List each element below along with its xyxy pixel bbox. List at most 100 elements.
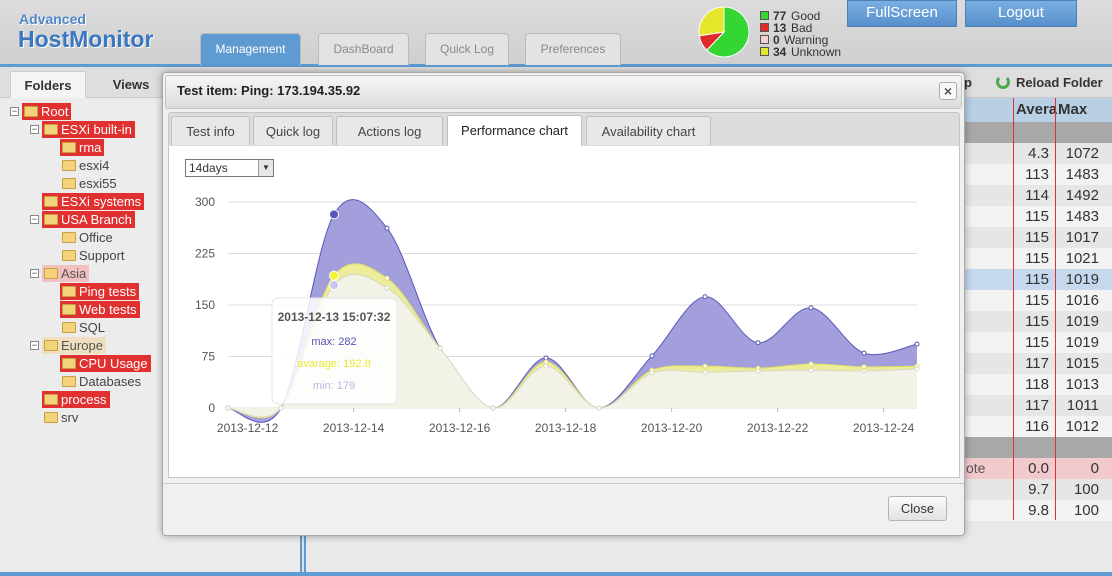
sidebar-tab[interactable]: Folders bbox=[10, 71, 86, 98]
brand-small: Advanced bbox=[19, 11, 86, 27]
column-rule bbox=[1055, 98, 1056, 520]
folder-icon bbox=[44, 412, 58, 423]
header-tab[interactable]: Preferences bbox=[525, 33, 621, 65]
dialog-tab[interactable]: Quick log bbox=[253, 116, 333, 145]
header-button[interactable]: FullScreen bbox=[847, 0, 957, 27]
table-cell: 1492 bbox=[1065, 187, 1099, 204]
table-cell: 116 bbox=[1025, 418, 1049, 435]
tree-node[interactable]: esxi55 bbox=[79, 176, 117, 191]
tree-node[interactable]: Support bbox=[79, 248, 125, 263]
legend-count: 34 bbox=[773, 45, 787, 59]
pie-slice bbox=[698, 6, 725, 37]
header-tab[interactable]: Quick Log bbox=[425, 33, 509, 65]
dialog-tab[interactable]: Performance chart bbox=[447, 115, 582, 147]
tree-node[interactable]: esxi4 bbox=[79, 158, 110, 173]
tree-node[interactable]: USA Branch bbox=[42, 211, 135, 228]
folder-icon bbox=[62, 142, 76, 153]
table-cell: 115 bbox=[1025, 292, 1049, 309]
folder-icon bbox=[24, 106, 38, 117]
tree-node[interactable]: Ping tests bbox=[60, 283, 140, 300]
table-cell: 117 bbox=[1025, 397, 1049, 414]
tree-node[interactable]: Web tests bbox=[60, 301, 140, 318]
dialog-tab[interactable]: Availability chart bbox=[586, 116, 711, 145]
table-cell: 1016 bbox=[1065, 292, 1099, 309]
legend-count: 0 bbox=[773, 33, 780, 47]
legend-label: Bad bbox=[791, 21, 813, 35]
header-button[interactable]: Logout bbox=[965, 0, 1077, 27]
sidebar-tab[interactable]: Views bbox=[112, 77, 150, 92]
table-cell: 115 bbox=[1025, 334, 1049, 351]
header-tab[interactable]: Management bbox=[200, 33, 301, 65]
table-cell: 113 bbox=[1025, 166, 1049, 183]
folder-icon bbox=[44, 394, 58, 405]
folder-icon bbox=[62, 376, 76, 387]
legend-swatch bbox=[760, 35, 769, 44]
period-select[interactable]: 14days ▼ bbox=[185, 159, 274, 177]
table-cell: 4.3 bbox=[1028, 145, 1049, 162]
table-cell: 1019 bbox=[1065, 313, 1099, 330]
folder-icon bbox=[62, 304, 76, 315]
tree-node[interactable]: CPU Usage bbox=[60, 355, 151, 372]
dialog-divider bbox=[163, 483, 964, 484]
tree-node[interactable]: Databases bbox=[79, 374, 142, 389]
tree-toggle[interactable]: − bbox=[10, 106, 19, 116]
dialog-tab[interactable]: Actions log bbox=[336, 116, 443, 145]
folder-icon bbox=[44, 214, 58, 225]
table-cell: 9.8 bbox=[1028, 502, 1049, 519]
table-cell: 0 bbox=[1090, 460, 1099, 477]
tree-toggle[interactable]: − bbox=[30, 268, 39, 278]
dialog-tab[interactable]: Test info bbox=[171, 116, 250, 145]
table-cell: 115 bbox=[1025, 208, 1049, 225]
folder-icon bbox=[44, 124, 58, 135]
tree-toggle[interactable]: − bbox=[30, 340, 39, 350]
close-button[interactable]: Close bbox=[888, 496, 947, 521]
folder-icon bbox=[62, 250, 76, 261]
dialog: Test item: Ping: 173.194.35.92 × Test info… bbox=[162, 72, 965, 536]
folder-icon bbox=[62, 232, 76, 243]
legend-label: Warning bbox=[784, 33, 829, 47]
table-cell: 1019 bbox=[1065, 334, 1099, 351]
column-header: Avera bbox=[1016, 101, 1058, 118]
tree-node[interactable]: ESXi built-in bbox=[42, 121, 135, 138]
cell-label: ote bbox=[966, 460, 986, 476]
tree-node[interactable]: ESXi systems bbox=[42, 193, 145, 210]
dialog-title: Test item: Ping: 173.194.35.92 bbox=[177, 83, 361, 98]
legend-swatch bbox=[760, 23, 769, 32]
header-rule bbox=[0, 64, 1112, 67]
tree-toggle[interactable]: − bbox=[30, 124, 39, 134]
legend-swatch bbox=[760, 47, 769, 56]
reload-icon bbox=[996, 75, 1010, 89]
header-tab[interactable]: DashBoard bbox=[318, 33, 409, 65]
folder-icon bbox=[62, 178, 76, 189]
table-cell: 114 bbox=[1025, 187, 1049, 204]
legend-count: 13 bbox=[773, 21, 787, 35]
legend-swatch bbox=[760, 11, 769, 20]
column-rule bbox=[1013, 98, 1014, 520]
folder-icon bbox=[44, 268, 58, 279]
legend-label: Unknown bbox=[791, 45, 842, 59]
table-cell: 1017 bbox=[1065, 229, 1099, 246]
tree-node[interactable]: Office bbox=[79, 230, 113, 245]
dialog-titlebar bbox=[165, 75, 962, 109]
tree-toggle[interactable]: − bbox=[30, 214, 39, 224]
pie-slice bbox=[706, 6, 750, 58]
folder-icon bbox=[62, 160, 76, 171]
tree-node[interactable]: srv bbox=[61, 410, 79, 425]
table-cell: 115 bbox=[1025, 313, 1049, 330]
table-cell: 1483 bbox=[1065, 166, 1099, 183]
table-cell: 1011 bbox=[1066, 397, 1099, 414]
table-cell: 1483 bbox=[1065, 208, 1099, 225]
dialog-close-icon[interactable]: × bbox=[939, 82, 957, 100]
table-cell: 1019 bbox=[1065, 271, 1099, 288]
tree-node[interactable]: SQL bbox=[79, 320, 106, 335]
folder-icon bbox=[44, 196, 58, 207]
table-cell: 115 bbox=[1025, 250, 1049, 267]
table-cell: 118 bbox=[1025, 376, 1049, 393]
toolbar-cut: p bbox=[964, 75, 972, 90]
column-header: Max bbox=[1058, 101, 1088, 118]
table-cell: 117 bbox=[1025, 355, 1049, 372]
tree-node[interactable]: process bbox=[42, 391, 110, 408]
folder-icon bbox=[62, 286, 76, 297]
reload-button[interactable]: Reload Folder bbox=[1016, 75, 1103, 90]
